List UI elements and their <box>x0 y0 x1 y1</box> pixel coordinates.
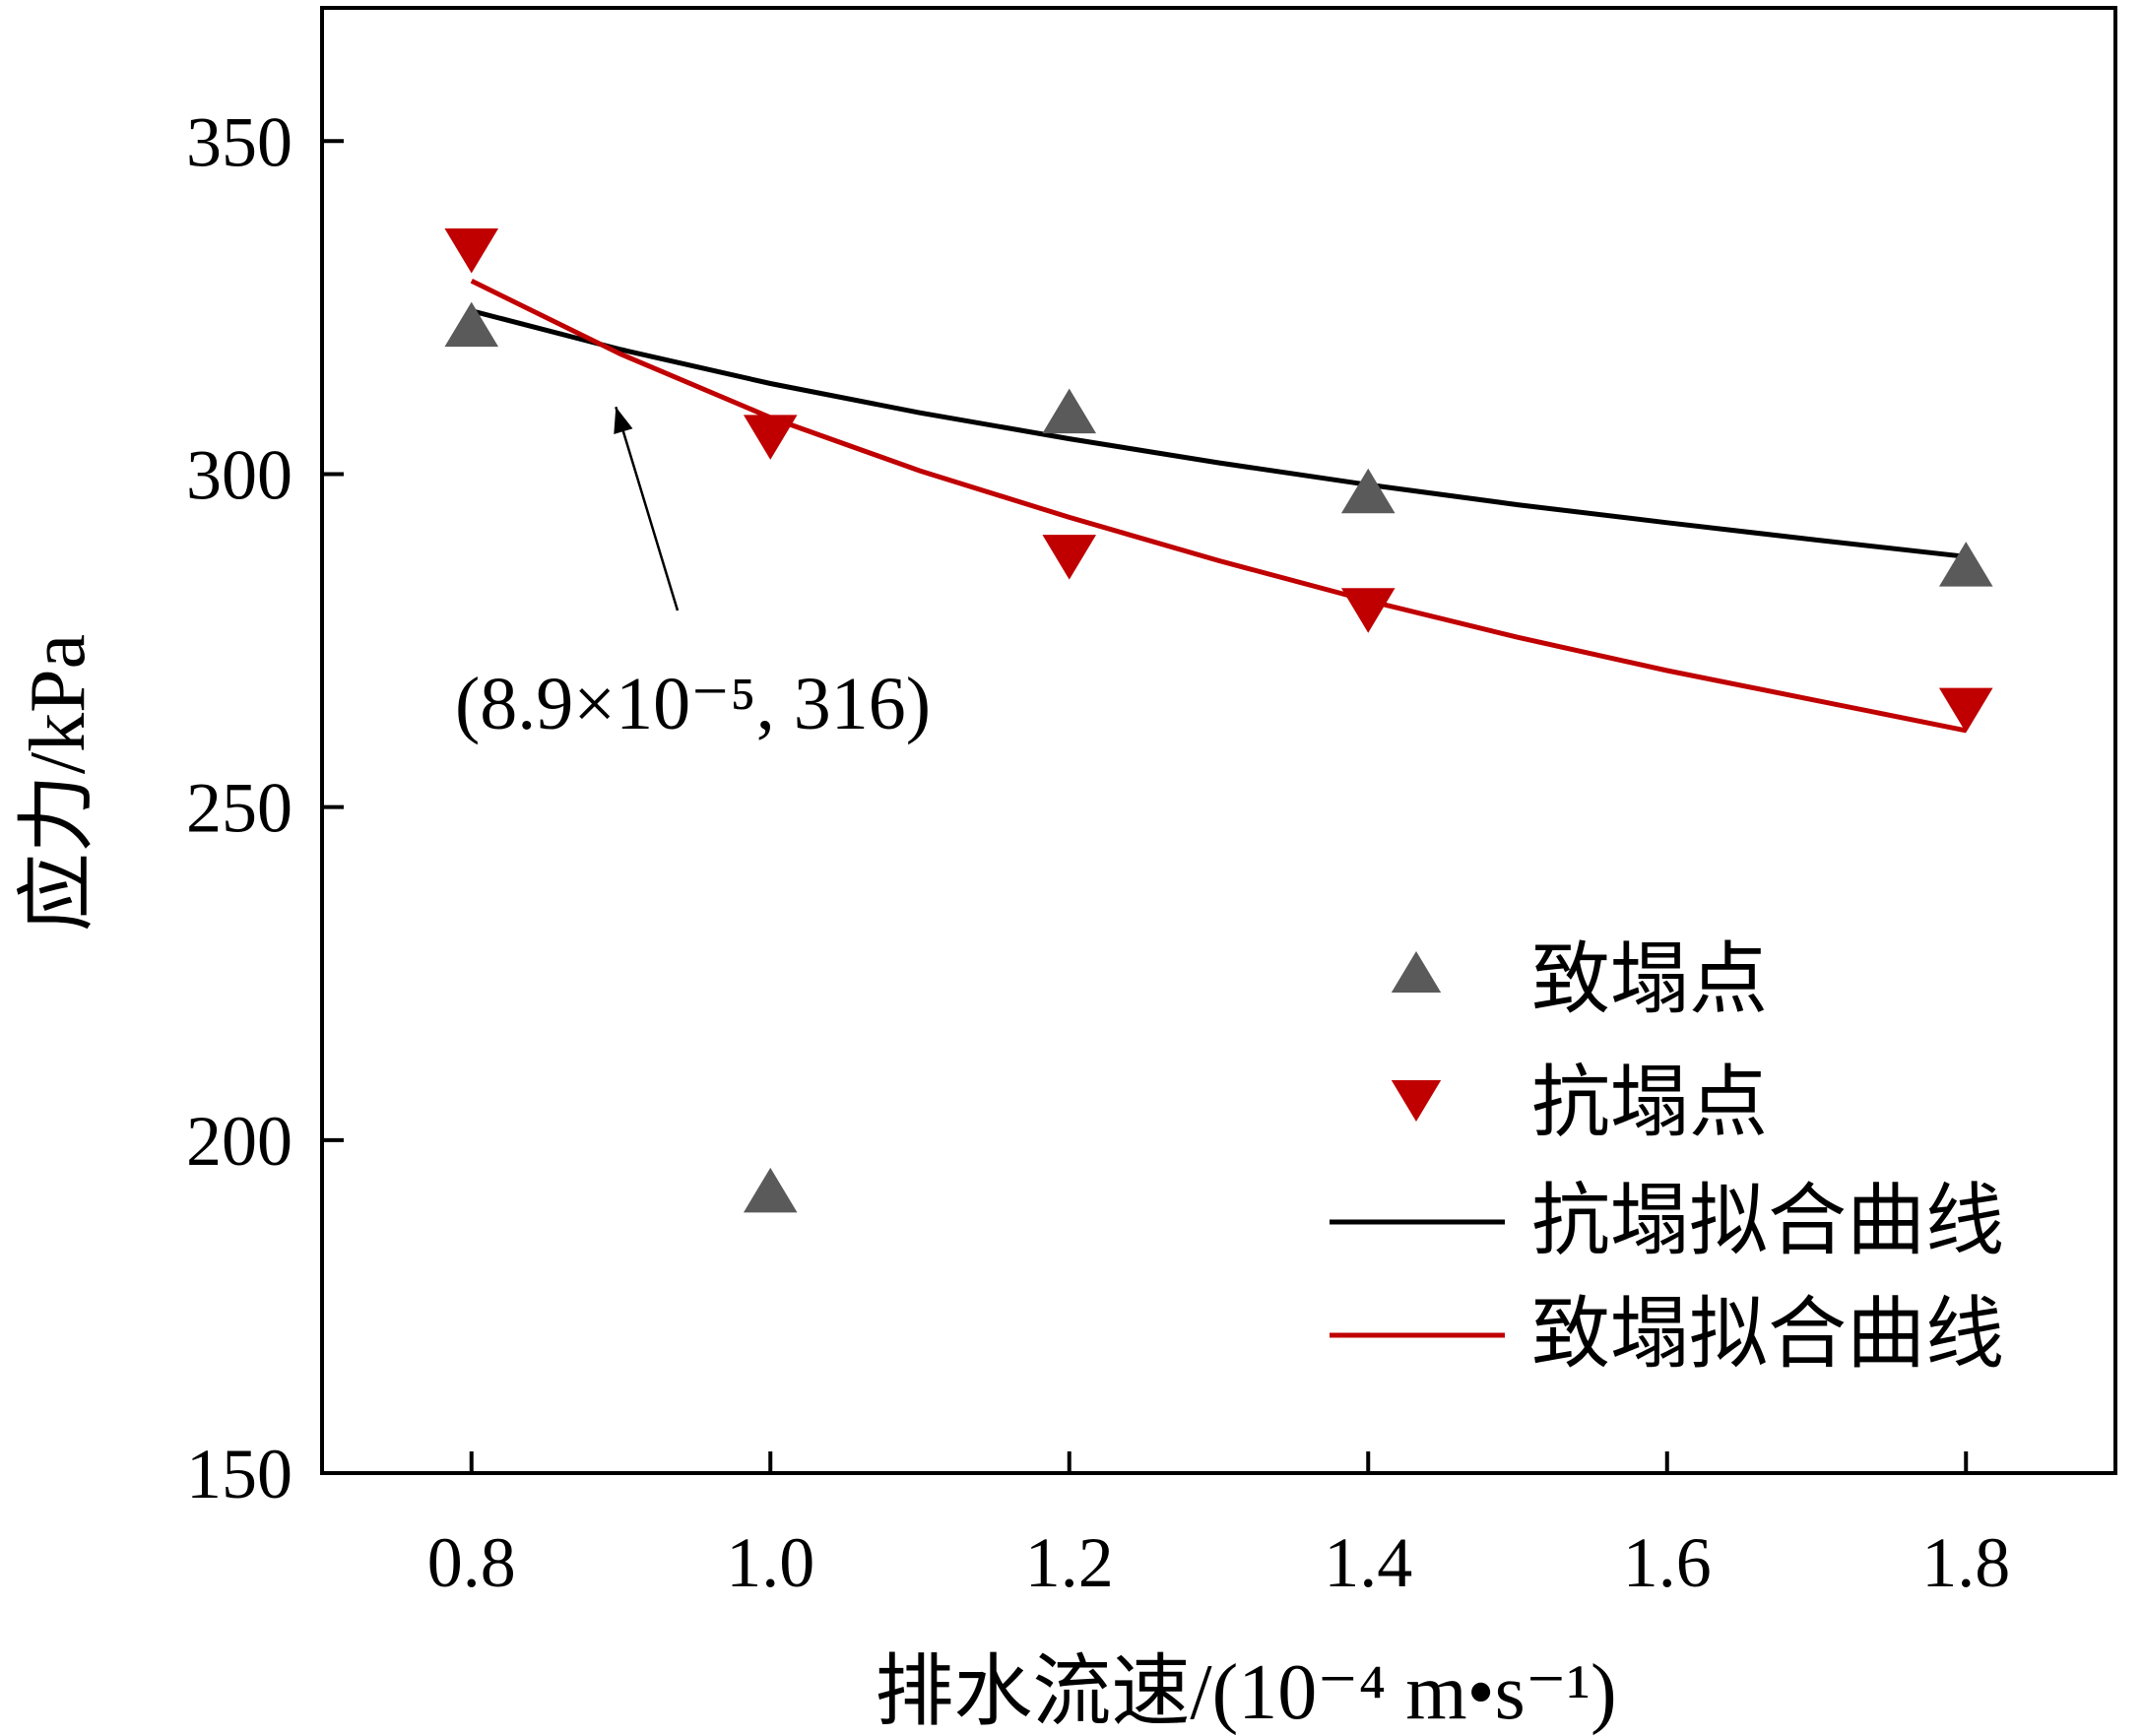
x-tick-label: 1.0 <box>726 1523 814 1602</box>
y-tick-label: 350 <box>186 102 292 181</box>
data-point <box>1340 468 1396 514</box>
data-point <box>743 415 798 460</box>
y-axis-title: 应力/kPa <box>15 634 101 932</box>
y-tick-label: 250 <box>186 769 292 848</box>
annotation-label: (8.9×10⁻⁵, 316) <box>455 663 931 745</box>
fit-lines-layer <box>470 279 1967 734</box>
y-tick-label: 150 <box>186 1435 292 1513</box>
legend-label: 抗塌拟合曲线 <box>1531 1179 2004 1265</box>
annotation-layer: (8.9×10⁻⁵, 316) <box>455 406 931 745</box>
x-axis-title: 排水流速/(10⁻⁴ m•s⁻¹) <box>875 1649 1616 1736</box>
legend-marker <box>1391 1080 1442 1122</box>
series-line <box>471 308 1967 559</box>
legend-label: 致塌点 <box>1531 937 1768 1024</box>
x-tick-label: 0.8 <box>427 1523 516 1602</box>
data-point <box>1938 542 1993 587</box>
annotation-arrow <box>615 406 680 611</box>
data-point <box>444 301 499 348</box>
legend-label: 抗塌点 <box>1531 1061 1768 1147</box>
data-point <box>1042 388 1097 434</box>
axes-layer: 0.8 1.0 1.2 1.4 1.6 1.8 150 200 250 300 350 <box>186 6 2117 1602</box>
legend-marker <box>1391 951 1442 993</box>
legend-label: 致塌拟合曲线 <box>1531 1292 2004 1379</box>
data-point <box>444 227 499 274</box>
series-line <box>470 279 1967 734</box>
y-tick-label: 300 <box>186 435 292 514</box>
data-point <box>1340 588 1396 633</box>
annotation-arrowhead <box>614 407 633 435</box>
data-point <box>1042 535 1097 580</box>
data-point <box>1938 687 1993 734</box>
plot-frame <box>320 6 2117 1475</box>
y-tick-label: 200 <box>186 1102 292 1181</box>
x-tick-label: 1.2 <box>1025 1523 1114 1602</box>
data-points-layer <box>444 227 1993 1213</box>
data-point <box>743 1167 798 1213</box>
x-tick-label: 1.8 <box>1921 1523 2010 1602</box>
x-tick-label: 1.6 <box>1623 1523 1712 1602</box>
x-tick-label: 1.4 <box>1324 1523 1412 1602</box>
